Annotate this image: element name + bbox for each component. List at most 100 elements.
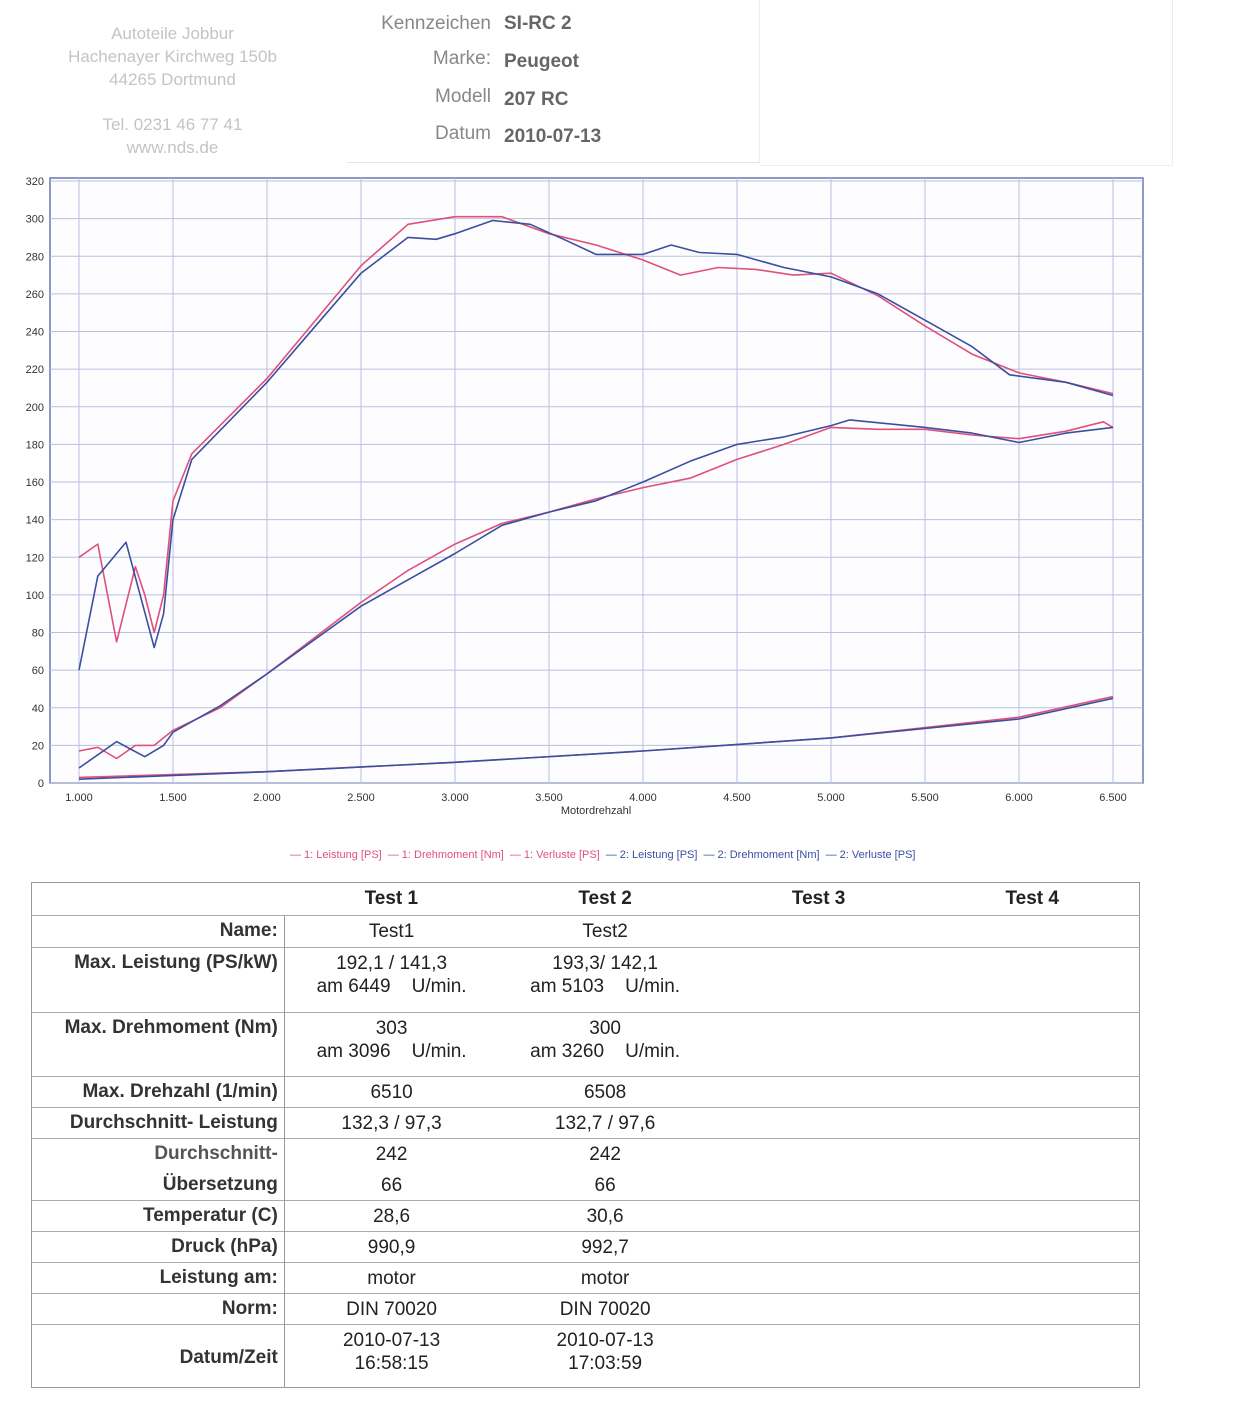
legend-item: — 1: Verluste [PS] <box>509 849 600 861</box>
info-value: 207 RC <box>504 89 569 110</box>
info-value: SI-RC 2 <box>504 13 572 34</box>
y-tick-label: 300 <box>26 214 44 226</box>
cell-value <box>925 1293 1140 1325</box>
cell-value: motor <box>498 1262 712 1294</box>
cell-value <box>711 1231 926 1263</box>
cell-value: 6508 <box>498 1076 712 1108</box>
dyno-chart: 0 20 40 60 80 100 120 140 160 180 200 220 240 260 280 3… <box>26 176 1144 817</box>
y-tick-label: 20 <box>32 740 44 752</box>
x-tick-label: 6.500 <box>1099 792 1127 804</box>
row-label: Max. Drehmoment (Nm) <box>31 1012 285 1077</box>
cell-value: 66 <box>381 1174 403 1196</box>
info-label: Datum <box>435 123 491 144</box>
cell-value: 2010-07-13 16:58:15 <box>284 1324 499 1388</box>
series-line-4 <box>78 419 1114 769</box>
table-header-row: Test 1 Test 2 Test 3 Test 4 <box>32 883 1140 916</box>
x-tick-label: 1.500 <box>159 792 187 804</box>
table-row: Datum/Zeit 2010-07-13 16:58:15 2010-07-13 17… <box>31 1324 1140 1388</box>
series-line-5 <box>78 219 1114 671</box>
y-tick-label: 0 <box>38 778 44 790</box>
address-line: Autoteile Jobbur <box>111 24 234 43</box>
cell-value <box>711 1012 926 1077</box>
row-label: Norm: <box>31 1293 285 1325</box>
cell-value <box>925 915 1140 948</box>
series-line-2 <box>78 215 1114 643</box>
y-tick-label: 200 <box>26 402 44 414</box>
x-tick-label: 3.500 <box>535 792 563 804</box>
cell-value <box>925 1324 1140 1388</box>
info-label: Modell <box>435 86 491 107</box>
plot-area <box>49 177 1144 784</box>
cell-value <box>925 1262 1140 1294</box>
x-tick-label: 3.000 <box>441 792 469 804</box>
column-header: Test 2 <box>578 888 632 909</box>
vehicle-info: Kennzeichen SI-RC 2 Marke: Peugeot Modell 2… <box>347 0 760 163</box>
dealer-address: Autoteile Jobbur Hachenayer Kirchweg 150… <box>40 22 305 159</box>
table-row: Norm: DIN 70020 DIN 70020 <box>31 1293 1140 1325</box>
y-tick-label: 80 <box>32 628 44 640</box>
results-table: Test 1 Test 2 Test 3 Test 4 Name: Test1 Test2… <box>31 882 1140 1388</box>
info-label: Marke: <box>432 48 491 69</box>
address-line: www.nds.de <box>126 138 219 157</box>
cell-value: 132,3 / 97,3 <box>284 1107 499 1139</box>
cell-value <box>925 1076 1140 1108</box>
cell-value <box>925 1107 1140 1139</box>
cell-value: 6510 <box>284 1076 499 1108</box>
column-header: Test 4 <box>1005 888 1059 909</box>
cell-value: 300 am 3260 U/min. <box>498 1012 712 1077</box>
y-tick-label: 180 <box>26 439 44 451</box>
y-tick-label: 40 <box>32 703 44 715</box>
legend-item: — 1: Drehmoment [Nm] <box>387 849 504 861</box>
series-line-1 <box>78 421 1114 760</box>
cell-value <box>925 1170 1139 1201</box>
table-row: Übersetzung 66 66 <box>31 1169 1140 1201</box>
series-line-6 <box>78 697 1114 780</box>
cell-value: 990,9 <box>284 1231 499 1263</box>
address-line: Hachenayer Kirchweg 150b <box>68 47 277 66</box>
x-tick-label: 5.500 <box>911 792 939 804</box>
y-tick-label: 160 <box>26 477 44 489</box>
x-tick-label: 6.000 <box>1005 792 1033 804</box>
cell-value <box>925 1138 1140 1170</box>
cell-value <box>711 1200 926 1232</box>
x-tick-label: 1.000 <box>65 792 93 804</box>
cell-value <box>925 1200 1140 1232</box>
y-tick-label: 140 <box>26 515 44 527</box>
legend-item: — 1: Leistung [PS] <box>290 849 382 861</box>
info-value: Peugeot <box>504 51 579 72</box>
y-tick-label: 120 <box>26 552 44 564</box>
table-row: Temperatur (C) 28,6 30,6 <box>31 1200 1140 1232</box>
row-label: Durchschnitt- Leistung <box>31 1107 285 1139</box>
cell-value <box>711 1293 926 1325</box>
table-row: Name: Test1 Test2 <box>31 915 1140 948</box>
y-tick-label: 280 <box>26 251 44 263</box>
cell-value <box>711 1107 926 1139</box>
row-label: Übersetzung <box>31 1169 285 1201</box>
cell-value: 132,7 / 97,6 <box>498 1107 712 1139</box>
row-label: Max. Leistung (PS/kW) <box>31 947 285 1013</box>
y-tick-label: 240 <box>26 327 44 339</box>
table-row: Max. Drehmoment (Nm) 303 am 3096 U/min. 300… <box>31 1012 1140 1077</box>
cell-value <box>711 1324 926 1388</box>
x-tick-label: 2.000 <box>253 792 281 804</box>
cell-value: DIN 70020 <box>498 1293 712 1325</box>
cell-value <box>711 947 926 1013</box>
x-tick-label: 5.000 <box>817 792 845 804</box>
cell-value <box>711 915 926 948</box>
y-tick-label: 320 <box>26 176 44 188</box>
cell-value: 30,6 <box>498 1200 712 1232</box>
legend-item: — 2: Drehmoment [Nm] <box>703 849 820 861</box>
y-tick-label: 220 <box>26 364 44 376</box>
info-label: Kennzeichen <box>381 13 491 34</box>
cell-value: 66 <box>594 1174 616 1196</box>
column-header: Test 3 <box>791 888 846 909</box>
cell-value <box>925 947 1140 1013</box>
x-tick-label: 2.500 <box>347 792 375 804</box>
table-row: Durchschnitt- Leistung 132,3 / 97,3 132,7 … <box>31 1107 1140 1139</box>
address-line: 44265 Dortmund <box>109 70 236 89</box>
row-label: Name: <box>31 915 285 948</box>
cell-value: motor <box>284 1262 499 1294</box>
cell-value <box>925 1231 1140 1263</box>
table-row: Max. Leistung (PS/kW) 192,1 / 141,3 am 644… <box>31 947 1140 1013</box>
info-box-blank <box>760 0 1173 166</box>
